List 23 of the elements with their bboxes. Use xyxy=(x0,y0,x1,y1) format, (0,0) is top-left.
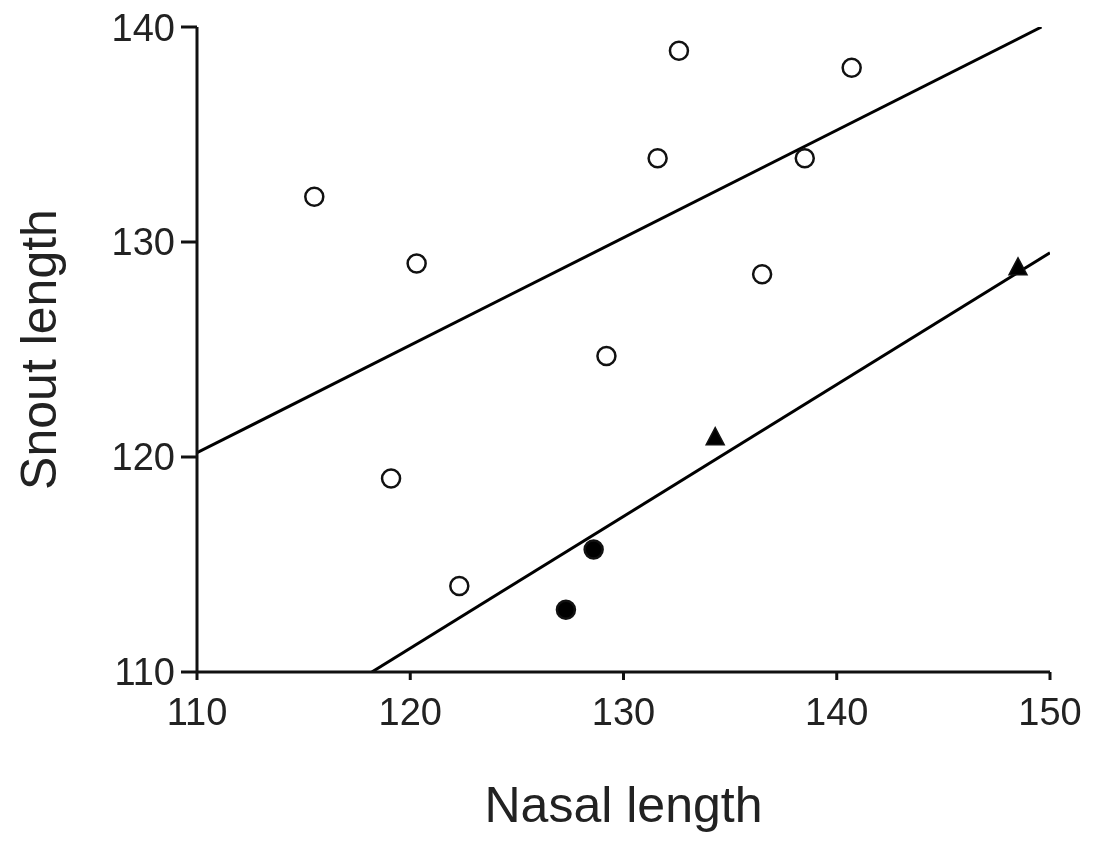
x-tick-label: 140 xyxy=(805,690,869,733)
point xyxy=(555,599,577,620)
point xyxy=(647,147,668,169)
point xyxy=(751,264,773,285)
point xyxy=(406,253,427,274)
y-axis-title: Snout length xyxy=(10,209,67,490)
y-tick-label: 120 xyxy=(111,436,175,479)
point xyxy=(1008,257,1028,276)
point xyxy=(705,426,725,446)
point xyxy=(304,186,325,208)
y-tick-label: 130 xyxy=(111,221,175,264)
x-axis-title: Nasal length xyxy=(484,777,763,833)
point xyxy=(583,539,604,560)
point xyxy=(668,40,690,61)
point xyxy=(449,575,470,597)
point xyxy=(794,147,816,169)
point xyxy=(380,468,402,489)
y-tick-label: 140 xyxy=(111,6,175,49)
x-tick-label: 150 xyxy=(1018,690,1082,733)
x-tick-label: 130 xyxy=(591,690,656,733)
x-tick-label: 120 xyxy=(378,690,442,733)
point xyxy=(841,57,862,79)
point xyxy=(596,345,617,367)
